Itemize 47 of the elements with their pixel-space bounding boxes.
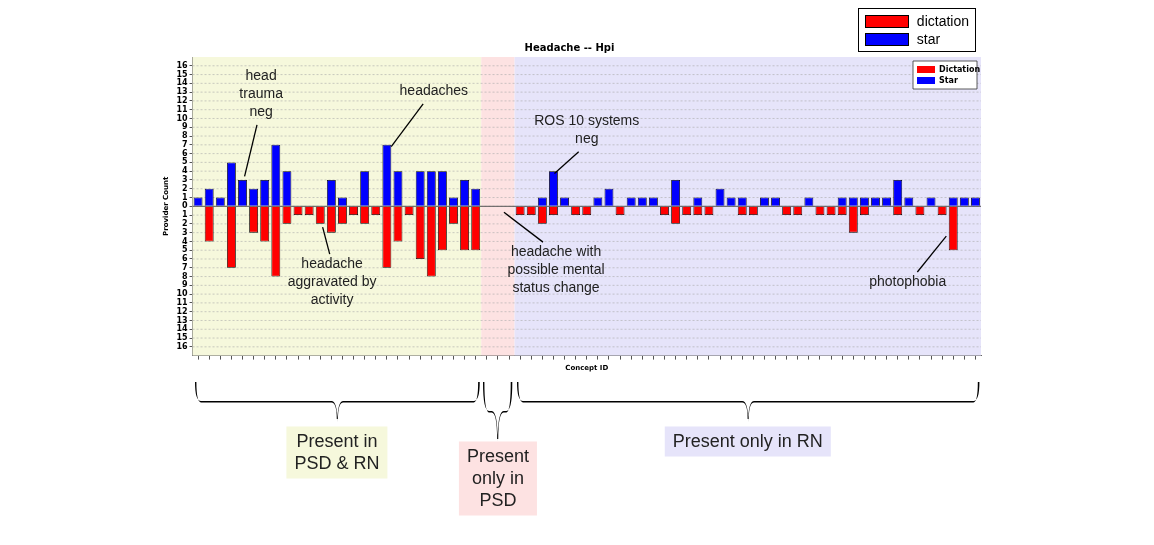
y-tick-label: 7 [181,139,188,149]
text: Present only in RN [672,430,823,451]
y-tick-label: 14 [176,324,188,334]
y-tick-label: 2 [181,183,188,193]
y-tick-label: 15 [176,333,188,343]
y-tick-label: 9 [181,280,188,290]
y-tick-label: 4 [181,236,188,246]
y-tick-label: 4 [181,166,188,176]
annotation: headache aggravated by activity [287,254,377,307]
y-tick-label: 6 [181,254,188,264]
y-tick-label: 3 [181,227,188,237]
y-tick-label: 14 [176,78,188,88]
legend-label: Dictation [939,65,981,75]
y-tick-label: 8 [181,271,188,281]
y-tick-label: 11 [176,104,188,114]
y-tick-label: 13 [176,87,188,97]
chart-title: Headache -- Hpi [524,41,615,53]
y-tick-label: 3 [181,175,188,185]
annotation: ROS 10 systems neg [534,111,640,146]
y-tick-label: 12 [176,306,188,316]
y-tick-label: 1 [181,210,188,220]
y-tick-label: 6 [181,148,188,158]
y-tick-label: 8 [181,131,188,141]
annotation: headache with possible mental status change [507,242,605,295]
y-tick-label: 9 [181,122,188,132]
y-tick-label: 12 [176,95,188,105]
annotation: headaches [399,81,469,98]
y-tick-label: 16 [176,60,188,70]
y-tick-label: 0 [181,201,188,211]
text: dictation [916,13,969,29]
annotation: photophobia [869,272,947,289]
y-tick-label: 16 [176,341,188,351]
y-tick-label: 10 [176,289,188,299]
y-tick-label: 11 [176,297,188,307]
y-tick-label: 2 [181,218,188,228]
y-tick-label: 1 [181,192,188,202]
text: Present only in PSD [466,445,529,510]
y-tick-label: 5 [181,157,188,167]
annotation: head trauma neg [239,66,284,119]
y-tick-label: 10 [176,113,188,123]
y-tick-label: 7 [181,262,188,272]
text: star [916,31,941,47]
y-tick-label: 13 [176,315,188,325]
legend-label: Star [939,76,958,86]
y-tick-label: 5 [181,245,188,255]
y-tick-label: 15 [176,69,188,79]
text: Present in PSD & RN [294,430,380,473]
